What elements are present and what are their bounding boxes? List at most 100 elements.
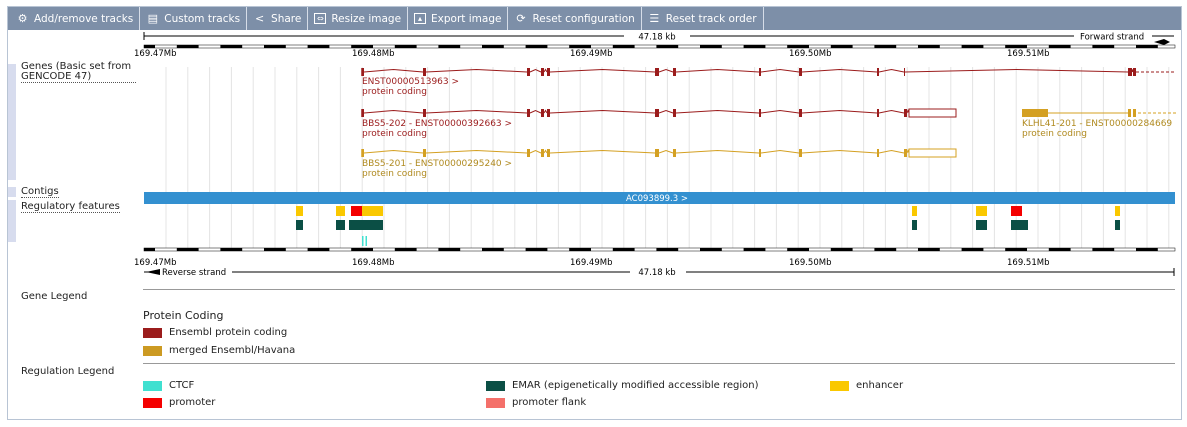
ctcf-feature <box>365 236 367 246</box>
transcript-bbs5-202[interactable]: BBS5-202 - ENST00000392663 > protein cod… <box>361 108 957 139</box>
emar-feature <box>912 220 917 230</box>
exon <box>547 149 550 157</box>
scale-bar-segment <box>416 45 439 48</box>
emar-feature <box>349 220 383 230</box>
emar-feature <box>1115 220 1120 230</box>
contigs-track-label[interactable]: Contigs <box>21 186 59 198</box>
top-ruler: 47.18 kb Forward strand 169.47Mb 169.48M… <box>134 31 1180 59</box>
scale-bar-segment <box>1157 45 1180 48</box>
top-ruler-span-label: 47.18 kb <box>638 33 675 43</box>
scale-bar-segment <box>634 45 657 48</box>
track-drag-handle-contigs[interactable] <box>8 187 16 197</box>
legend-swatch <box>143 380 162 391</box>
exon <box>362 109 364 117</box>
bottom-tick-label: 169.48Mb <box>352 258 394 268</box>
top-tick-label: 169.49Mb <box>570 49 612 59</box>
scale-bar-segment <box>329 45 352 48</box>
exon <box>759 68 761 76</box>
regulation-legend-title: Regulation Legend <box>21 366 115 377</box>
custom-tracks-button[interactable]: ▤ Custom tracks <box>140 7 248 30</box>
reset-configuration-button[interactable]: ⟳ Reset configuration <box>508 7 642 30</box>
transcript-biotype: protein coding <box>362 169 427 179</box>
exon <box>527 109 530 117</box>
exon <box>877 149 879 157</box>
exon <box>527 68 530 76</box>
regulatory-feature <box>296 206 303 216</box>
exon <box>1128 68 1132 76</box>
contig-ac093899-3[interactable]: AC093899.3 > <box>144 192 1175 204</box>
exon <box>759 149 761 157</box>
exon <box>673 68 676 76</box>
scale-bar-segment <box>939 45 962 48</box>
intron-line <box>363 149 910 154</box>
exon <box>655 68 659 76</box>
regulatory-features[interactable] <box>296 206 1120 246</box>
scale-bar-segment <box>547 45 570 48</box>
bottom-tick-label: 169.49Mb <box>570 258 612 268</box>
legend-swatch <box>143 327 162 338</box>
reset-track-order-button[interactable]: ☰ Reset track order <box>642 7 764 30</box>
legend-swatch <box>486 397 505 408</box>
exon <box>799 149 802 157</box>
bottom-ruler-scale-bar <box>143 247 1180 252</box>
scale-bar-segment <box>242 248 264 251</box>
track-drag-handle-regulatory[interactable] <box>8 200 16 242</box>
exon <box>904 149 907 157</box>
exon <box>541 109 544 117</box>
regulatory-features-track-label[interactable]: Regulatory features <box>21 201 120 213</box>
scale-bar-segment <box>1157 248 1180 251</box>
exon <box>527 149 530 157</box>
reverse-strand-label: Reverse strand <box>162 268 226 278</box>
scale-bar-segment <box>1070 248 1093 251</box>
scale-bar-outline <box>143 247 1176 252</box>
scale-bar-segment <box>591 248 613 251</box>
legend-swatch <box>143 397 162 408</box>
exon <box>362 149 364 157</box>
custom-tracks-icon: ▤ <box>147 12 158 25</box>
gear-icon: ⚙ <box>17 12 28 25</box>
resize-icon: ⇔ <box>314 13 327 24</box>
contig-name: AC093899.3 > <box>626 194 688 204</box>
toolbar: ⚙ Add/remove tracks ▤ Custom tracks < Sh… <box>8 7 1181 30</box>
transcript-biotype: protein coding <box>362 129 427 139</box>
scale-bar-segment <box>1070 45 1093 48</box>
scale-bar-segment <box>809 248 831 251</box>
scale-bar-segment <box>285 248 308 251</box>
transcript-klhl41-201[interactable]: KLHL41-201 - ENST00000284669 protein cod… <box>1022 109 1176 139</box>
scale-bar-segment <box>678 248 700 251</box>
export-image-icon: ▴ <box>414 13 427 24</box>
exon <box>423 149 426 157</box>
scale-bar-segment <box>547 248 570 251</box>
exon <box>423 68 426 76</box>
transcript-bbs5-201[interactable]: BBS5-201 - ENST00000295240 > protein cod… <box>361 148 957 179</box>
forward-strand-label: Forward strand <box>1080 33 1144 43</box>
regulatory-feature <box>1115 206 1120 216</box>
exon <box>908 148 957 158</box>
add-remove-tracks-button[interactable]: ⚙ Add/remove tracks <box>8 7 141 30</box>
track-drag-handle-genes[interactable] <box>8 64 16 180</box>
transcript-enst00000513963[interactable]: ENST00000513963 > protein coding <box>361 68 1176 97</box>
legend-item-ensembl-protein-coding: Ensembl protein coding <box>143 327 287 338</box>
gene-legend-group: Protein Coding <box>143 309 224 322</box>
emar-feature <box>976 220 987 230</box>
scale-bar-segment <box>503 248 526 251</box>
genome-track-image[interactable]: 47.18 kb Forward strand 169.47Mb 169.48M… <box>8 31 1181 301</box>
genes-track-label[interactable]: Genes (Basic set from GENCODE 47) <box>21 62 136 83</box>
export-image-button[interactable]: ▴ Export image <box>408 7 509 30</box>
share-button[interactable]: < Share <box>247 7 309 30</box>
scale-bar-segment <box>1114 248 1136 251</box>
exon <box>673 149 676 157</box>
scale-bar-segment <box>896 45 918 48</box>
scale-bar-segment <box>983 45 1006 48</box>
resize-image-button[interactable]: ⇔ Resize image <box>308 7 409 30</box>
scale-bar-segment <box>591 45 613 48</box>
transcript-biotype: protein coding <box>362 87 427 97</box>
bottom-ruler-span-label: 47.18 kb <box>638 268 675 278</box>
reverse-strand-arrow-icon <box>146 269 160 275</box>
scale-bar-segment <box>634 248 657 251</box>
regulatory-feature <box>912 206 917 216</box>
scale-bar-segment <box>809 45 831 48</box>
ctcf-feature <box>362 236 364 246</box>
exon <box>673 109 676 117</box>
scale-bar-segment <box>765 45 788 48</box>
